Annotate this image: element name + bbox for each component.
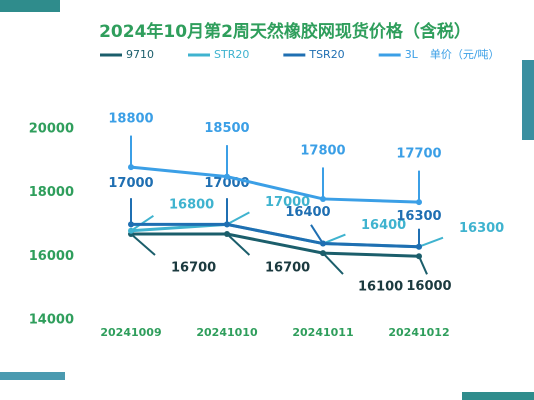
legend: 9710 STR20 TSR20 3L 单价（元/吨） [100,48,500,61]
data-label: 16100 [358,280,403,295]
data-label: 16300 [459,221,504,236]
data-label: 17000 [265,195,310,210]
y-tick-label: 18000 [29,185,74,200]
decor-bar [0,372,65,380]
legend-label: 9710 [126,48,154,61]
data-label: 16300 [396,209,441,224]
data-label: 16700 [265,260,310,275]
data-label: 17700 [396,147,441,162]
legend-label: STR20 [214,48,249,61]
series-line [131,222,420,249]
data-label: 17800 [300,143,345,158]
x-tick-label: 20241012 [388,326,449,339]
x-tick-label: 20241010 [196,326,258,339]
label-arrow [322,233,346,245]
data-label: 17000 [108,176,153,191]
x-tick-label: 20241011 [292,326,353,339]
series-line [131,232,420,258]
series-line [130,165,420,204]
label-arrow [310,224,324,245]
decor-bar [462,392,534,400]
unit-label: 单价（元/吨） [430,48,500,61]
label-arrow [226,233,251,256]
label-arrow [226,211,250,226]
legend-label: 3L [405,48,419,61]
decor-bar [0,0,60,12]
y-tick-label: 20000 [29,121,74,136]
x-tick-label: 20241009 [100,326,161,339]
data-label: 16400 [361,218,406,233]
data-label: 16400 [285,205,330,220]
decor-bar [522,60,534,140]
data-label: 18800 [108,112,153,127]
label-arrow [130,233,156,256]
chart-title: 2024年10月第2周天然橡胶网现货价格（含税） [99,21,471,42]
data-label: 16700 [171,260,216,275]
data-label: 16000 [406,279,451,294]
legend-label: TSR20 [308,48,344,61]
y-tick-label: 16000 [29,249,74,264]
y-tick-label: 14000 [29,313,74,328]
label-arrow [322,252,344,275]
data-label: 16800 [169,197,214,212]
data-label: 18500 [204,121,249,136]
label-arrow [418,255,428,275]
label-arrow [418,236,444,248]
